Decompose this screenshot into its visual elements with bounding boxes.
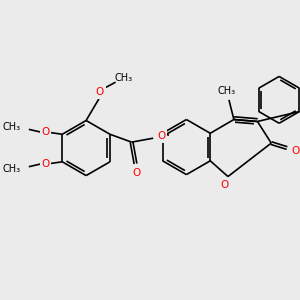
Text: CH₃: CH₃ — [3, 164, 21, 174]
Text: O: O — [41, 127, 50, 137]
Text: O: O — [96, 87, 104, 97]
Text: CH₃: CH₃ — [114, 73, 133, 83]
Text: O: O — [41, 159, 50, 169]
Text: O: O — [157, 131, 165, 141]
Text: CH₃: CH₃ — [218, 86, 236, 96]
Text: O: O — [292, 146, 300, 156]
Text: O: O — [132, 168, 141, 178]
Text: CH₃: CH₃ — [3, 122, 21, 132]
Text: O: O — [220, 180, 228, 190]
